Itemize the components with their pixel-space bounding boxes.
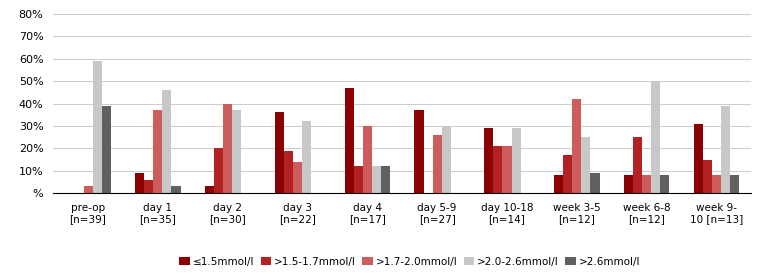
Bar [223, 104, 232, 193]
Bar [354, 166, 363, 193]
Bar [660, 175, 669, 193]
Bar [591, 173, 600, 193]
Bar [572, 99, 581, 193]
Bar [581, 137, 591, 193]
Bar [414, 110, 424, 193]
Bar [721, 106, 730, 193]
Bar [694, 124, 703, 193]
Bar [651, 81, 660, 193]
Bar [381, 166, 390, 193]
Bar [93, 61, 102, 193]
Bar [493, 146, 502, 193]
Bar [144, 180, 153, 193]
Bar [624, 175, 633, 193]
Bar [102, 106, 111, 193]
Bar [512, 128, 521, 193]
Bar [232, 110, 241, 193]
Bar [633, 137, 642, 193]
Bar [162, 90, 172, 193]
Legend: ≤1.5mmol/l, >1.5-1.7mmol/l, >1.7-2.0mmol/l, >2.0-2.6mmol/l, >2.6mmol/l: ≤1.5mmol/l, >1.5-1.7mmol/l, >1.7-2.0mmol… [175, 253, 644, 271]
Bar [642, 175, 651, 193]
Bar [712, 175, 721, 193]
Bar [433, 135, 442, 193]
Bar [302, 121, 311, 193]
Bar [703, 160, 712, 193]
Bar [372, 166, 381, 193]
Bar [442, 126, 451, 193]
Bar [172, 187, 181, 193]
Bar [214, 148, 223, 193]
Bar [484, 128, 493, 193]
Bar [153, 110, 162, 193]
Bar [83, 187, 93, 193]
Bar [363, 126, 372, 193]
Bar [563, 155, 572, 193]
Bar [502, 146, 512, 193]
Bar [345, 88, 354, 193]
Bar [284, 151, 293, 193]
Bar [135, 173, 144, 193]
Bar [293, 162, 302, 193]
Bar [275, 113, 284, 193]
Bar [730, 175, 739, 193]
Bar [554, 175, 563, 193]
Bar [205, 187, 214, 193]
